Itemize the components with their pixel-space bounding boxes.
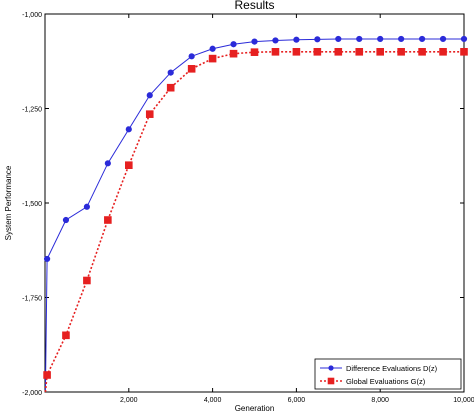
data-point-g (334, 48, 343, 56)
data-point-g (376, 48, 384, 56)
data-point-g (62, 331, 70, 340)
y-tick-label: -1,000 (22, 12, 42, 19)
data-point-g (104, 216, 112, 224)
y-tick-label: -1,250 (22, 107, 42, 114)
legend-box (314, 358, 462, 390)
data-point-g (83, 276, 91, 285)
x-axis-label: Generation (235, 404, 275, 411)
data-point-d (43, 255, 51, 263)
data-point-g (418, 48, 426, 56)
data-point-d (62, 216, 70, 224)
series-line-1 (44, 38, 464, 393)
data-point-g (187, 65, 196, 73)
data-point-d (439, 35, 447, 43)
legend-label-2: Global Evaluations G(z) (346, 377, 426, 386)
data-point-d (188, 53, 195, 60)
legend-marker-circle (328, 365, 334, 371)
data-point-g (43, 371, 51, 379)
data-point-g (250, 48, 259, 56)
x-tick-label: 2,000 (120, 397, 138, 404)
data-point-d (460, 35, 468, 43)
data-point-d (377, 35, 384, 43)
data-point-g (355, 48, 364, 56)
y-axis-label: System Performance (4, 165, 13, 240)
data-point-g (208, 54, 217, 63)
data-point-g (460, 48, 468, 56)
data-point-d (272, 37, 279, 44)
data-point-d (209, 45, 216, 52)
data-point-g (271, 48, 280, 56)
data-point-d (335, 35, 342, 43)
legend-marker-square (327, 377, 335, 385)
y-tick-label: -2,000 (22, 390, 42, 397)
x-tick-label: 8,000 (371, 397, 389, 404)
legend-label-1: Difference Evaluations D(z) (346, 364, 438, 373)
data-point-d (356, 35, 363, 43)
y-tick-label: -1,500 (22, 201, 42, 208)
data-point-d (314, 36, 321, 43)
data-point-g (313, 48, 322, 56)
x-tick-label: 4,000 (204, 397, 222, 404)
data-point-d (419, 35, 426, 43)
data-point-d (125, 126, 132, 133)
plot-frame (44, 13, 465, 393)
data-point-d (251, 38, 258, 45)
data-point-d (293, 36, 300, 43)
data-point-d (230, 41, 237, 48)
data-point-g (125, 161, 133, 169)
data-point-g (292, 48, 301, 56)
data-point-d (167, 69, 174, 76)
data-point-g (439, 48, 447, 56)
data-point-g (145, 110, 154, 118)
data-point-d (104, 160, 111, 167)
data-point-g (229, 49, 238, 58)
data-point-g (397, 48, 405, 56)
data-point-g (166, 83, 175, 92)
x-tick-label: 10,000 (453, 397, 474, 404)
data-point-d (83, 203, 91, 210)
y-tick-label: -1,750 (22, 296, 42, 303)
data-point-d (398, 35, 405, 43)
chart-title: Results (234, 0, 274, 12)
series-line-2 (44, 50, 464, 393)
data-point-d (146, 92, 153, 99)
x-tick-label: 6,000 (288, 397, 306, 404)
